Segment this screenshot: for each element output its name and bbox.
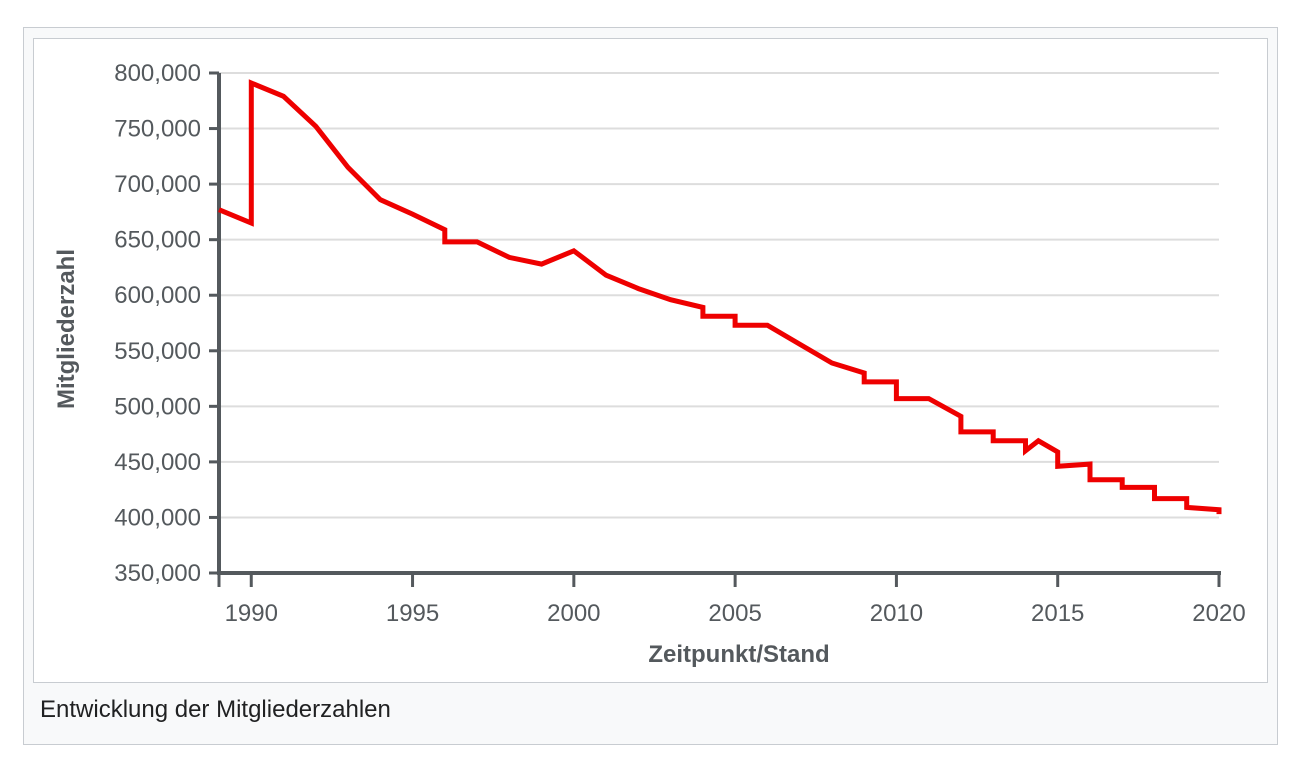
x-tick-label: 1990 — [225, 600, 278, 627]
y-tick-label: 400,000 — [114, 504, 201, 531]
axes — [209, 71, 1221, 587]
y-tick-label: 500,000 — [114, 393, 201, 420]
x-tick-label: 1995 — [386, 600, 439, 627]
x-tick-label: 2020 — [1192, 600, 1245, 627]
y-tick-label: 800,000 — [114, 60, 201, 87]
series-line — [218, 79, 1222, 515]
y-tick-label: 350,000 — [114, 560, 201, 587]
tick-labels: 350,000 400,000 450,000 500,000 550,000 600,0… — [114, 60, 1245, 627]
chart-container: 350,000 400,000 450,000 500,000 550,000 600,0… — [33, 38, 1268, 683]
x-tick-label: 2015 — [1031, 600, 1084, 627]
x-tick-label: 2000 — [547, 600, 600, 627]
x-axis-title: Zeitpunkt/Stand — [648, 641, 829, 668]
y-tick-label: 450,000 — [114, 449, 201, 476]
y-tick-label: 600,000 — [114, 282, 201, 309]
figure-caption: Entwicklung der Mitgliederzahlen — [40, 696, 391, 723]
figure-frame: 350,000 400,000 450,000 500,000 550,000 600,0… — [23, 27, 1278, 745]
series-layer — [218, 79, 1222, 515]
y-tick-label: 700,000 — [114, 171, 201, 198]
y-tick-label: 650,000 — [114, 227, 201, 254]
x-tick-label: 2010 — [870, 600, 923, 627]
y-tick-label: 550,000 — [114, 338, 201, 365]
y-tick-label: 750,000 — [114, 116, 201, 143]
x-tick-label: 2005 — [708, 600, 761, 627]
gridlines — [219, 72, 1219, 519]
y-axis-title: Mitgliederzahl — [53, 249, 80, 409]
line-chart: 350,000 400,000 450,000 500,000 550,000 600,0… — [53, 60, 1246, 668]
